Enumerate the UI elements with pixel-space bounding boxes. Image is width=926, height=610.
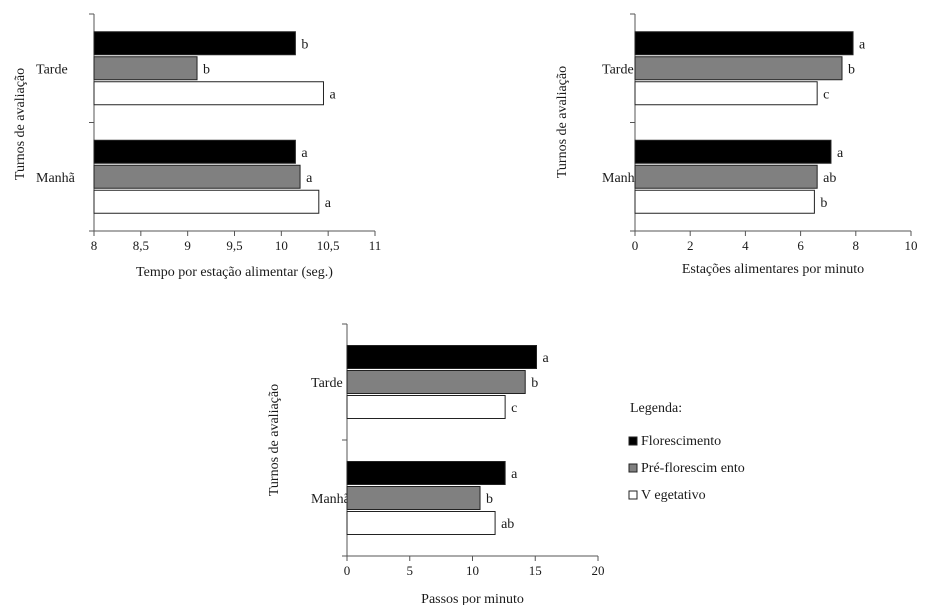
category-label-manha: Manhã (311, 492, 351, 507)
significance-label: a (511, 467, 518, 482)
y-axis-title: Turnos de avaliação (267, 384, 282, 496)
significance-label: b (486, 492, 493, 507)
x-tick-label: 8 (853, 238, 860, 253)
x-tick-label: 0 (344, 563, 351, 578)
legend-label-pre-florescimento: Pré-florescim ento (641, 461, 745, 476)
bar-manha-pre-florescim-ento (634, 164, 818, 189)
legend-swatch-vegetativo (628, 490, 638, 500)
bar-tarde-florescimento (93, 31, 296, 56)
significance-label: a (837, 146, 844, 161)
x-tick-label: 6 (797, 238, 804, 253)
bar-tarde-pre-florescim-ento (634, 56, 843, 81)
category-label-manha: Manhã (602, 171, 642, 186)
bar-tarde-pre-florescim-ento (346, 370, 526, 394)
significance-label: b (531, 376, 538, 391)
category-label-manha: Manhã (36, 171, 76, 186)
significance-label: ab (501, 517, 514, 532)
x-tick-label: 8,5 (133, 238, 149, 253)
category-label-tarde: Tarde (602, 62, 634, 77)
significance-label: a (301, 146, 308, 161)
x-tick-label: 5 (407, 563, 414, 578)
significance-label: a (543, 351, 550, 366)
x-tick-label: 10 (275, 238, 288, 253)
legend-label-vegetativo: V egetativo (641, 488, 706, 503)
significance-label: a (306, 171, 313, 186)
x-tick-label: 9 (184, 238, 191, 253)
x-tick-label: 10,5 (317, 238, 340, 253)
x-tick-label: 4 (742, 238, 749, 253)
legend: Legenda: Florescimento Pré-florescim ent… (628, 401, 745, 503)
x-axis-title: Tempo por estação alimentar (seg.) (136, 265, 333, 280)
bar-tarde-v-egetativo (634, 81, 818, 106)
significance-label: a (325, 196, 332, 211)
bar-manha-v-egetativo (346, 511, 496, 535)
significance-label: a (859, 37, 866, 52)
x-tick-label: 2 (687, 238, 694, 253)
significance-label: b (203, 62, 210, 77)
x-tick-label: 9,5 (226, 238, 242, 253)
bar-manha-florescimento (346, 461, 506, 485)
category-label-tarde: Tarde (36, 62, 68, 77)
legend-swatch-pre-florescimento (628, 463, 638, 473)
bar-manha-pre-florescim-ento (93, 164, 301, 189)
x-axis-title: Passos por minuto (421, 592, 524, 605)
bar-manha-v-egetativo (634, 189, 815, 214)
bar-tarde-pre-florescim-ento (93, 56, 198, 81)
bar-tarde-v-egetativo (93, 81, 324, 106)
significance-label: b (820, 196, 827, 211)
bar-manha-florescimento (634, 139, 832, 164)
x-axis-title: Estações alimentares por minuto (682, 262, 864, 277)
bar-manha-florescimento (93, 139, 296, 164)
significance-label: c (823, 87, 829, 102)
x-tick-label: 8 (91, 238, 98, 253)
x-tick-label: 0 (632, 238, 639, 253)
x-tick-label: 20 (592, 563, 605, 578)
significance-label: b (301, 37, 308, 52)
bar-tarde-florescimento (346, 345, 538, 369)
bar-tarde-florescimento (634, 31, 854, 56)
significance-label: b (848, 62, 855, 77)
significance-label: a (329, 87, 336, 102)
bar-manha-v-egetativo (93, 189, 320, 214)
significance-label: ab (823, 171, 836, 186)
x-tick-label: 11 (369, 238, 382, 253)
y-axis-title: Turnos de avaliação (555, 66, 570, 178)
legend-label-florescimento: Florescimento (641, 434, 721, 449)
legend-title: Legenda: (630, 401, 682, 416)
bar-manha-pre-florescim-ento (346, 486, 481, 510)
category-label-tarde: Tarde (311, 376, 343, 391)
x-tick-label: 10 (905, 238, 918, 253)
y-axis-title: Turnos de avaliação (13, 68, 28, 180)
x-tick-label: 10 (466, 563, 479, 578)
legend-swatch-florescimento (628, 436, 638, 446)
x-tick-label: 15 (529, 563, 542, 578)
bar-tarde-v-egetativo (346, 395, 506, 419)
significance-label: c (511, 401, 517, 416)
